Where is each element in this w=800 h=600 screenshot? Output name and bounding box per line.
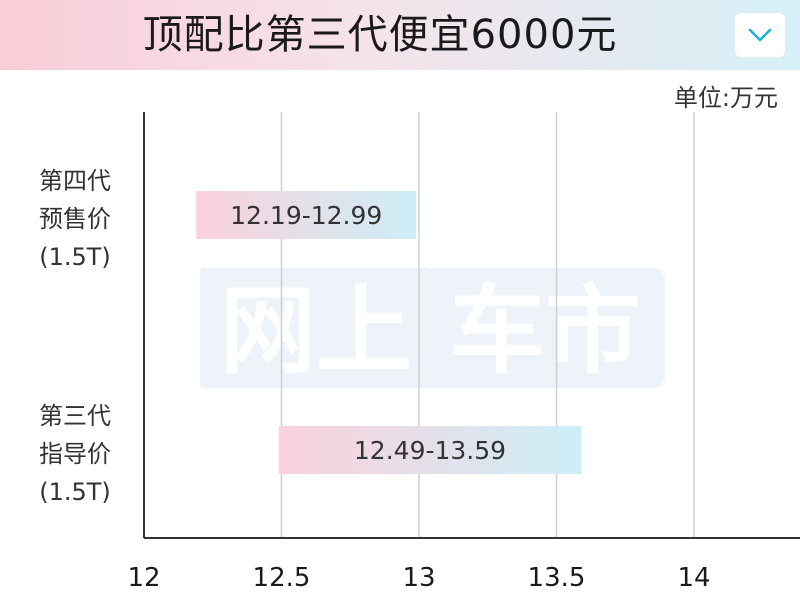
category-label-line: 第四代 [39,167,111,195]
category-label-gen3: 第三代 指导价 (1.5T) [0,397,150,511]
category-label-line: (1.5T) [39,478,111,506]
unit-label: 单位:万元 [673,84,778,112]
title-banner: 顶配比第三代便宜6000元 [0,0,800,70]
x-tick-label: 14 [677,563,710,593]
category-label-line: 第三代 [39,402,111,430]
category-label-line: 预售价 [39,205,111,233]
page-title: 顶配比第三代便宜6000元 [142,12,618,58]
bar-data-label: 12.49-13.59 [354,436,506,465]
category-label-gen4: 第四代 预售价 (1.5T) [0,162,150,276]
x-tick-label: 12 [127,563,160,593]
expand-toggle-button[interactable] [735,13,785,57]
range-bar [196,191,417,239]
range-bar [278,426,582,474]
bar-data-label: 12.19-12.99 [230,201,382,230]
x-tick-label: 12.5 [253,563,311,593]
category-label-line: (1.5T) [39,243,111,271]
x-tick-label: 13.5 [528,563,586,593]
category-label-line: 指导价 [39,440,111,468]
x-tick-label: 13 [402,563,435,593]
chevron-down-icon [748,28,772,42]
